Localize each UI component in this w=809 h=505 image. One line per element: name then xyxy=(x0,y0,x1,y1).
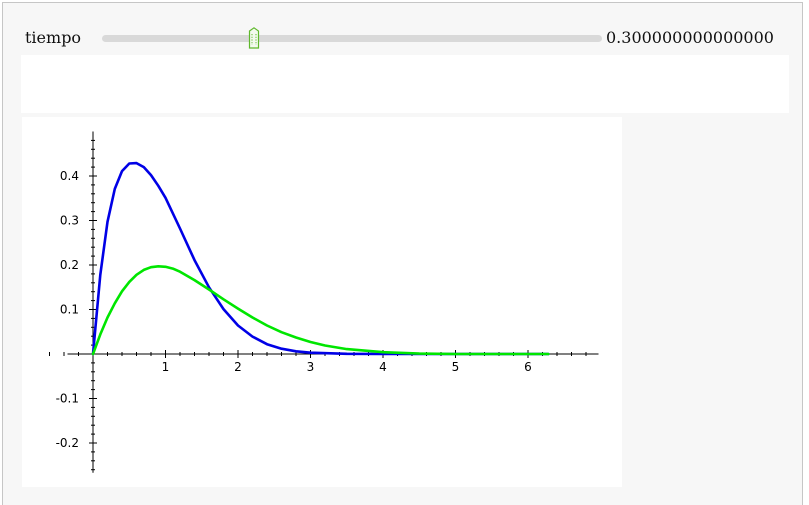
y-tick-label: -0.1 xyxy=(56,392,79,406)
slider-track[interactable] xyxy=(102,35,602,42)
y-tick-label: 0.4 xyxy=(60,169,79,183)
slider-label: tiempo xyxy=(25,28,82,47)
x-tick-label: 6 xyxy=(524,360,532,374)
series-line-2 xyxy=(91,265,550,356)
x-tick-label: 4 xyxy=(379,360,387,374)
x-tick-label: 5 xyxy=(452,360,460,374)
x-tick-label: 2 xyxy=(234,360,242,374)
x-tick-label: 3 xyxy=(307,360,315,374)
x-tick-label: 1 xyxy=(162,360,170,374)
slider-value: 0.300000000000000 xyxy=(606,28,774,47)
text-output-area xyxy=(21,55,789,113)
y-tick-label: 0.1 xyxy=(60,303,79,317)
y-tick-label: -0.2 xyxy=(56,436,79,450)
y-tick-label: 0.3 xyxy=(60,214,79,228)
slider-handle[interactable] xyxy=(248,27,260,49)
plot-area: 1 2 3 4 5 6 0.4 0.3 0.2 0.1 -0.1 -0.2 xyxy=(22,117,622,487)
y-tick-label: 0.2 xyxy=(60,258,79,272)
line-chart: 1 2 3 4 5 6 0.4 0.3 0.2 0.1 -0.1 -0.2 xyxy=(49,131,599,473)
series-line-1 xyxy=(91,161,550,356)
